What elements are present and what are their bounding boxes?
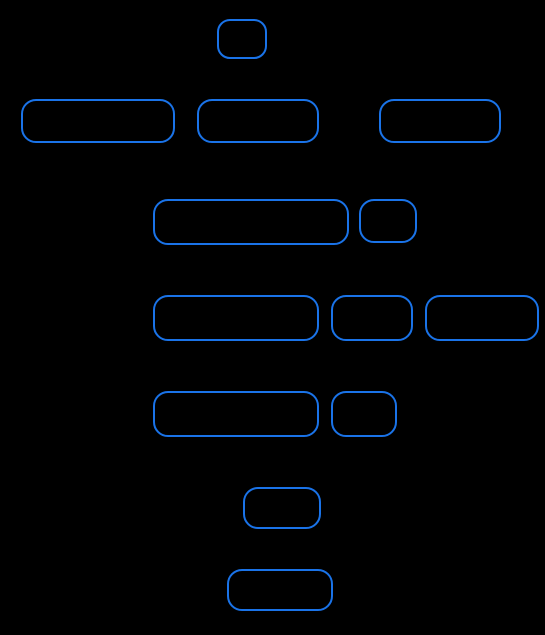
diagram-node [332, 392, 396, 436]
diagram-node [154, 296, 318, 340]
diagram-node [360, 200, 416, 242]
diagram-node [228, 570, 332, 610]
diagram-node [332, 296, 412, 340]
diagram-node [154, 392, 318, 436]
diagram-canvas [0, 0, 545, 635]
diagram-node [426, 296, 538, 340]
diagram-node [154, 200, 348, 244]
diagram-node [380, 100, 500, 142]
diagram-node [244, 488, 320, 528]
diagram-node [218, 20, 266, 58]
diagram-node [22, 100, 174, 142]
diagram-node [198, 100, 318, 142]
